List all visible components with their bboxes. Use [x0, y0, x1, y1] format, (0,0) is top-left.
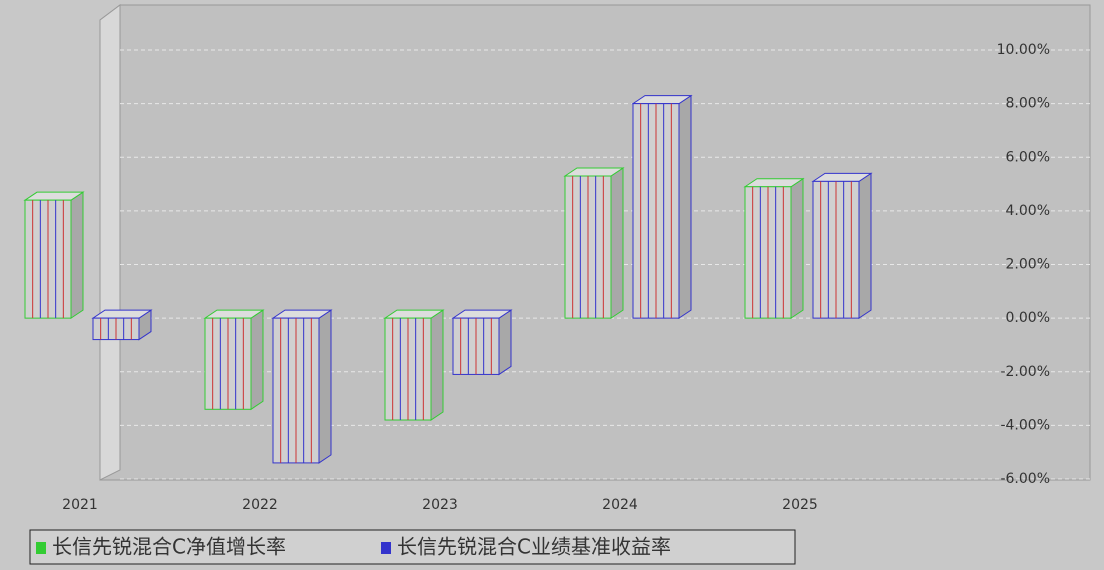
legend-label: 长信先锐混合C净值增长率 [52, 535, 286, 559]
y-tick-label: 8.00% [1006, 96, 1050, 112]
bar-side [678, 94, 692, 320]
bar-side [250, 309, 264, 411]
x-tick-label: 2023 [422, 497, 458, 513]
y-tick-label: 2.00% [1006, 257, 1050, 273]
x-tick-label: 2025 [782, 497, 818, 513]
y-tick-label: -2.00% [1000, 364, 1050, 380]
bar-side [498, 309, 512, 376]
x-tick-label: 2021 [62, 497, 98, 513]
legend [29, 529, 796, 565]
y-tick-label: -4.00% [1000, 417, 1050, 433]
legend-swatch [381, 542, 391, 554]
y-tick-label: 0.00% [1006, 310, 1050, 326]
legend-swatch [36, 542, 46, 554]
bar-side [790, 177, 804, 320]
y-tick-label: 4.00% [1006, 203, 1050, 219]
bar-side [70, 191, 84, 320]
y-tick-label: -6.00% [1000, 471, 1050, 487]
y-tick-label: 10.00% [997, 42, 1050, 58]
x-tick-label: 2022 [242, 497, 278, 513]
bar-side [610, 167, 624, 320]
x-tick-label: 2024 [602, 497, 638, 513]
y-tick-label: 6.00% [1006, 149, 1050, 165]
bar-side [318, 309, 332, 464]
bar-side [430, 309, 444, 421]
legend-label: 长信先锐混合C业绩基准收益率 [397, 535, 671, 559]
bar-side [858, 172, 872, 320]
side-wall [99, 4, 121, 481]
